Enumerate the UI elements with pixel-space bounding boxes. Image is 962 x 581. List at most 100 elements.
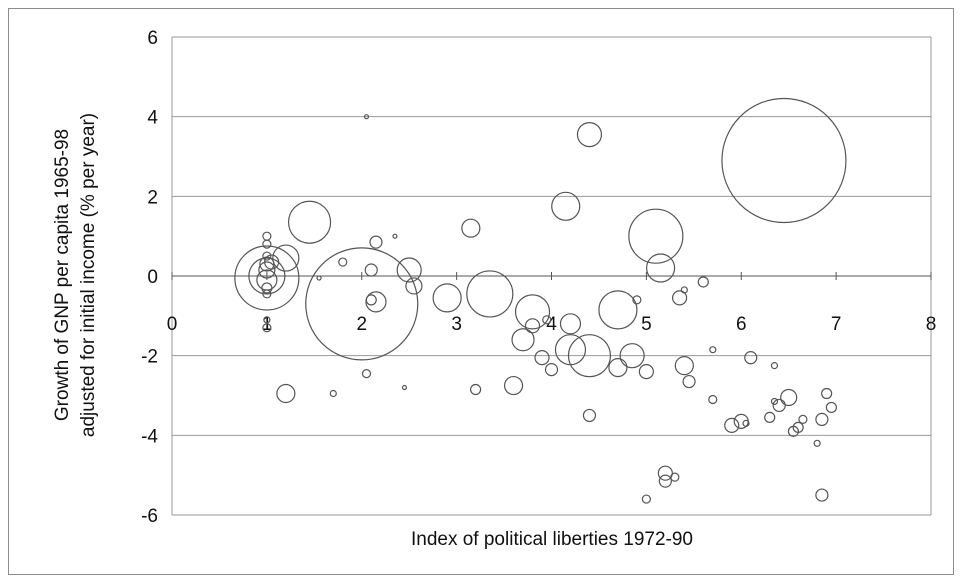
data-point <box>744 351 758 365</box>
x-tick-label: 0 <box>167 314 178 335</box>
data-point <box>262 239 272 249</box>
y-tick-label: -6 <box>141 506 158 527</box>
data-point <box>262 289 272 299</box>
data-point <box>646 253 676 283</box>
data-point <box>682 374 696 389</box>
data-point <box>680 286 688 294</box>
data-point <box>815 488 829 502</box>
data-point <box>576 121 603 148</box>
data-point <box>401 384 408 391</box>
data-point <box>658 474 672 488</box>
data-point <box>628 208 684 264</box>
data-point <box>405 277 423 295</box>
data-point <box>632 295 642 305</box>
tick-labels: -6 -4 -2 0 2 4 6 0 1 2 3 4 5 6 7 8 <box>141 28 936 527</box>
y-tick-label: -2 <box>141 347 158 368</box>
data-point <box>365 294 377 306</box>
data-point <box>329 389 337 398</box>
data-point <box>432 283 462 313</box>
data-point <box>638 364 654 380</box>
y-tick-label: 0 <box>147 267 158 288</box>
x-tick-label: 8 <box>926 314 937 335</box>
data-point <box>559 313 582 335</box>
x-tick-label: 7 <box>831 314 842 335</box>
x-tick-label: 5 <box>641 314 652 335</box>
data-point <box>461 218 481 238</box>
data-point <box>524 318 541 334</box>
data-point <box>534 350 550 366</box>
x-axis-title: Index of political liberties 1972-90 <box>411 529 693 550</box>
data-point <box>608 358 628 378</box>
data-point <box>780 388 798 407</box>
data-points <box>234 97 847 504</box>
data-point <box>365 291 387 313</box>
x-tick-label: 1 <box>262 314 273 335</box>
data-point <box>709 346 717 354</box>
y-axis-title-line-1: Growth of GNP per capita 1965-98 <box>52 129 73 421</box>
data-point <box>262 231 272 241</box>
data-point <box>287 200 332 244</box>
data-point <box>470 383 482 396</box>
data-point <box>821 387 833 400</box>
data-point <box>261 282 273 294</box>
data-point <box>272 244 300 272</box>
data-point <box>598 290 638 330</box>
data-point <box>316 275 322 281</box>
data-point <box>792 421 804 433</box>
x-tick-label: 2 <box>356 314 367 335</box>
data-point <box>770 397 779 406</box>
data-point <box>248 257 286 295</box>
y-tick-label: 6 <box>147 28 158 49</box>
data-point <box>724 417 740 433</box>
data-point <box>657 465 673 481</box>
data-point <box>361 368 372 379</box>
data-point <box>262 251 272 261</box>
data-point <box>742 419 750 427</box>
data-point <box>772 398 786 413</box>
gridlines <box>172 36 931 516</box>
data-point <box>263 316 271 324</box>
y-tick-label: 4 <box>147 108 158 129</box>
data-point <box>671 290 688 306</box>
y-tick-label: -4 <box>141 426 158 447</box>
data-point <box>582 408 597 423</box>
x-tick-label: 6 <box>736 314 747 335</box>
data-point <box>511 328 535 352</box>
data-point <box>276 383 296 404</box>
data-point <box>813 439 821 447</box>
data-point <box>305 247 419 361</box>
data-point <box>542 315 552 325</box>
data-point <box>264 254 280 270</box>
data-point <box>392 233 398 239</box>
data-point <box>641 494 651 504</box>
data-point <box>697 276 709 288</box>
data-point <box>514 294 551 330</box>
data-point <box>674 356 694 376</box>
y-axis-title: Growth of GNP per capita 1965-98 adjuste… <box>52 113 99 437</box>
data-point <box>708 394 718 405</box>
data-point <box>764 411 776 424</box>
data-point <box>554 334 587 366</box>
data-point <box>670 472 680 482</box>
data-point <box>369 235 383 249</box>
data-point <box>544 363 559 377</box>
data-point <box>338 257 348 267</box>
x-tick-label: 4 <box>546 314 557 335</box>
data-point <box>396 257 422 283</box>
data-point <box>364 263 378 277</box>
data-point <box>234 245 300 311</box>
y-axis-title-line-2: adjusted for initial income (% per year) <box>78 113 99 437</box>
data-point <box>798 414 808 424</box>
data-point <box>503 375 524 396</box>
data-point <box>466 270 514 318</box>
data-point <box>770 362 779 370</box>
data-point <box>258 261 276 279</box>
axes <box>171 37 932 515</box>
data-point <box>363 114 370 120</box>
data-point <box>721 97 847 224</box>
y-tick-label: 2 <box>147 187 158 208</box>
data-point <box>619 343 645 369</box>
data-point <box>551 191 581 221</box>
data-point <box>567 334 612 378</box>
